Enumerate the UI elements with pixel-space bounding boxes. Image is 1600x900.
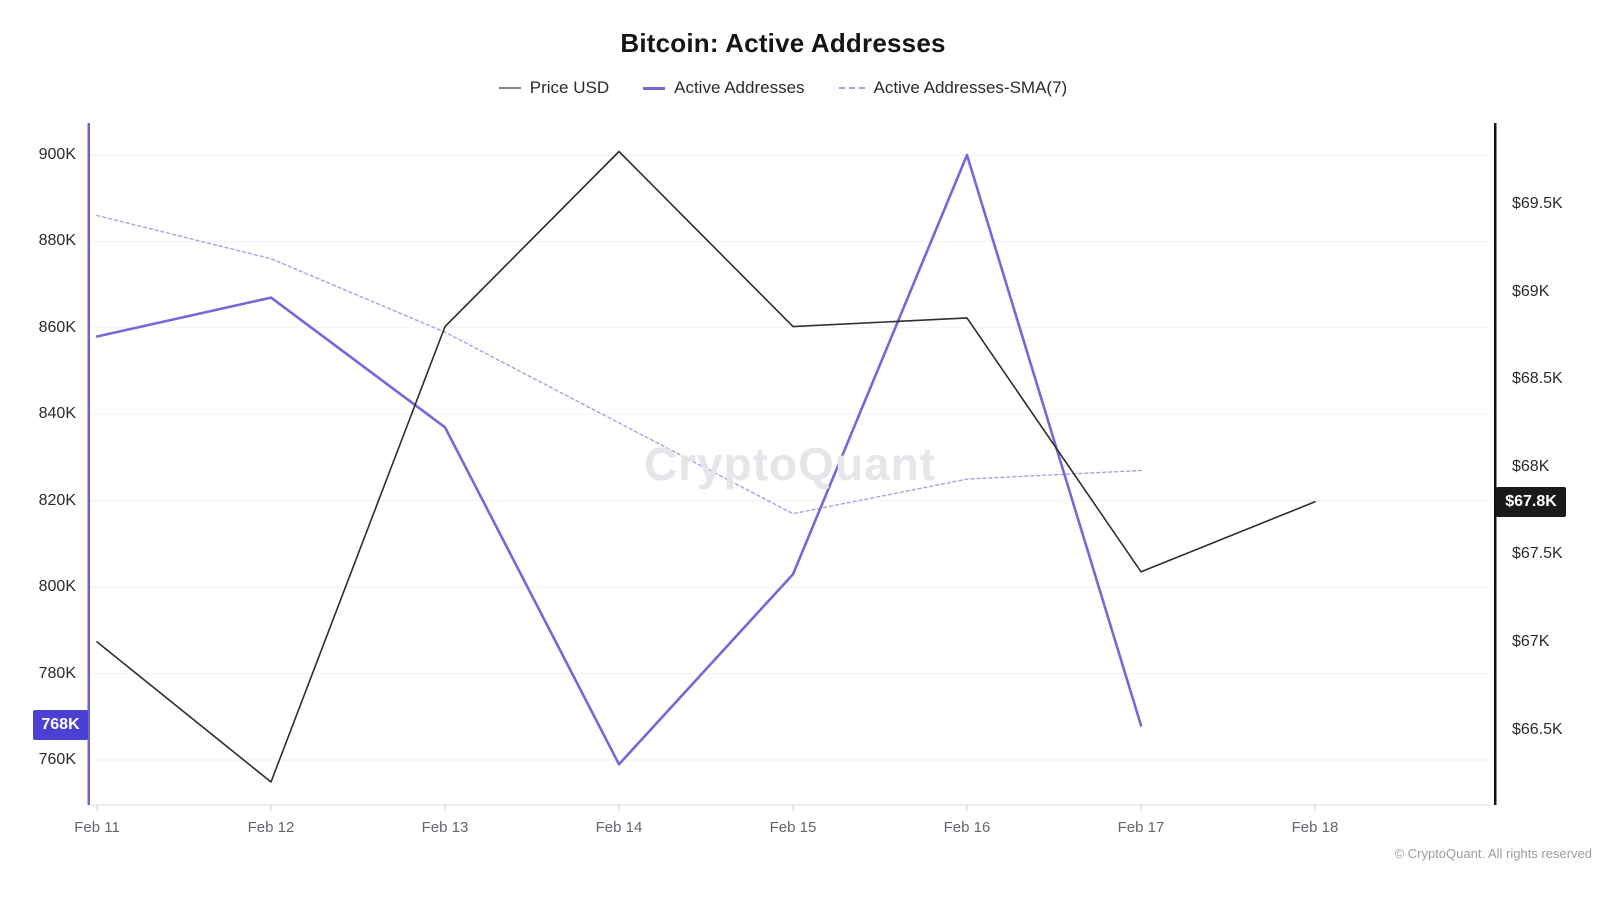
legend-label-active-addresses: Active Addresses bbox=[674, 78, 805, 97]
y-left-tick-820k: 820K bbox=[38, 491, 76, 509]
legend-item-price-usd[interactable]: Price USD bbox=[498, 78, 610, 98]
y-left-tick-900k: 900K bbox=[38, 146, 76, 163]
chart-title: Bitcoin: Active Addresses bbox=[620, 28, 946, 58]
x-tick-feb-16: Feb 16 bbox=[943, 819, 991, 836]
y-right-tick-66-5k: $66.5K bbox=[1512, 720, 1563, 738]
copyright-text: © CryptoQuant. All rights reserved bbox=[1394, 846, 1592, 861]
y-right-tick-68-5k: $68.5K bbox=[1512, 370, 1563, 388]
sma-line-marker-icon bbox=[838, 87, 865, 89]
legend-label-active-addresses-sma: Active Addresses-SMA(7) bbox=[873, 78, 1068, 97]
y-left-tick-840k: 840K bbox=[38, 405, 76, 423]
active-addresses-line-marker-icon bbox=[643, 86, 666, 90]
y-left-tick-760k: 760K bbox=[38, 751, 76, 768]
y-right-tick-69-5k: $69.5K bbox=[1512, 195, 1563, 212]
legend-item-active-addresses[interactable]: Active Addresses bbox=[643, 78, 805, 98]
x-tick-feb-14: Feb 14 bbox=[595, 819, 643, 836]
legend-label-price-usd: Price USD bbox=[529, 78, 610, 97]
cryptoquant-watermark: CryptoQuant bbox=[643, 438, 937, 490]
x-tick-feb-17: Feb 17 bbox=[1117, 819, 1165, 836]
y-left-tick-800k: 800K bbox=[38, 578, 76, 596]
x-tick-feb-15: Feb 15 bbox=[769, 819, 817, 836]
y-right-tick-69k: $69K bbox=[1512, 282, 1550, 300]
x-tick-feb-11: Feb 11 bbox=[74, 819, 120, 836]
y-left-tick-860k: 860K bbox=[38, 318, 76, 336]
y-right-tick-67k: $67K bbox=[1512, 632, 1550, 650]
y-left-tick-780k: 780K bbox=[38, 664, 76, 682]
y-right-tick-67-5k: $67.5K bbox=[1512, 545, 1563, 563]
price-line-marker-icon bbox=[498, 87, 521, 89]
y-right-tick-68k: $68K bbox=[1512, 457, 1550, 475]
x-tick-feb-12: Feb 12 bbox=[247, 819, 295, 836]
active-addresses-last-value-badge: 768K bbox=[33, 710, 88, 741]
price-last-value-badge: $67.8K bbox=[1496, 486, 1566, 517]
x-tick-feb-18: Feb 18 bbox=[1291, 819, 1339, 836]
x-tick-feb-13: Feb 13 bbox=[421, 819, 469, 836]
legend: Price USD Active Addresses Active Addres… bbox=[0, 78, 1566, 98]
y-left-tick-880k: 880K bbox=[38, 232, 76, 250]
legend-item-active-addresses-sma[interactable]: Active Addresses-SMA(7) bbox=[838, 78, 1068, 98]
